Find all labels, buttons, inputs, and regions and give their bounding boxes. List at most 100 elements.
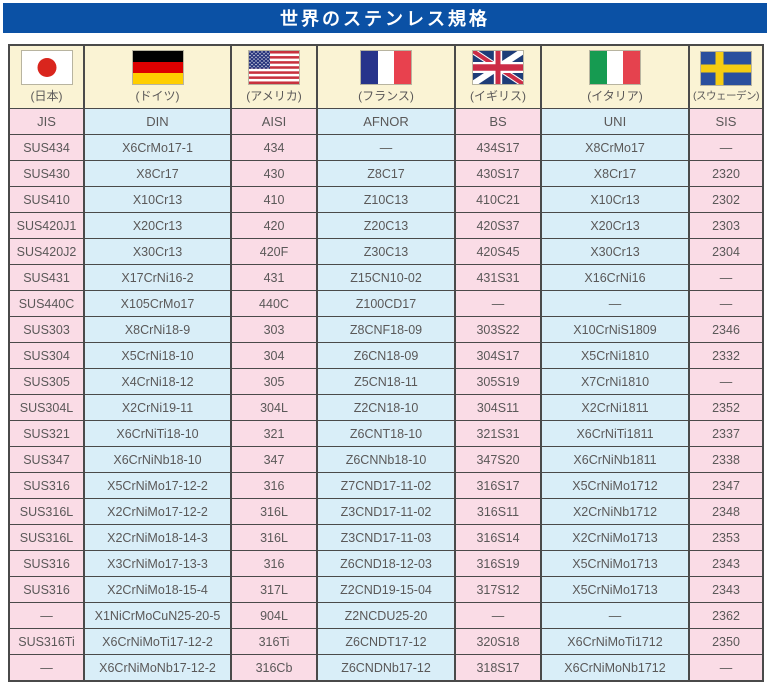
- table-cell: X6CrNiMoTi17-12-2: [83, 628, 232, 655]
- table-cell: X6CrNiNb18-10: [83, 446, 232, 473]
- table-row: SUS304L X2CrNi19-11 304L Z2CN18-10 304S11 X2C…: [8, 394, 764, 421]
- table-cell: X8CrNi18-9: [83, 316, 232, 343]
- table-cell: 321S31: [454, 420, 542, 447]
- table-cell: 305S19: [454, 368, 542, 395]
- table-cell: X6CrNiMoNb17-12-2: [83, 654, 232, 682]
- table-row: SUS316L X2CrNiMo17-12-2 316L Z3CND17-11-02 3…: [8, 498, 764, 525]
- table-cell: 303S22: [454, 316, 542, 343]
- table-cell: 2304: [688, 238, 764, 265]
- table-cell: Z8CNF18-09: [316, 316, 456, 343]
- table-cell: X16CrNi16: [540, 264, 690, 291]
- flag-germany-icon: [132, 50, 183, 84]
- standard-code-row: JIS DIN AISI AFNOR BS UNI SIS: [8, 108, 764, 135]
- country-label: (ドイツ): [135, 88, 180, 103]
- table-cell: SUS304: [8, 342, 85, 369]
- table-cell: Z100CD17: [316, 290, 456, 317]
- table-cell: —: [8, 654, 85, 682]
- table-row: SUS316Ti X6CrNiMoTi17-12-2 316Ti Z6CNDT17-1…: [8, 628, 764, 655]
- table-cell: —: [688, 290, 764, 317]
- table-cell: 2303: [688, 212, 764, 239]
- table-cell: 2332: [688, 342, 764, 369]
- table-cell: 347: [230, 446, 318, 473]
- table-cell: 420S37: [454, 212, 542, 239]
- table-cell: Z2NCDU25-20: [316, 602, 456, 629]
- table-cell: X5CrNiMo17-12-2: [83, 472, 232, 499]
- table-cell: 2348: [688, 498, 764, 525]
- table-row: SUS316 X3CrNiMo17-13-3 316 Z6CND18-12-03 316…: [8, 550, 764, 577]
- table-cell: —: [688, 654, 764, 682]
- table-cell: 431S31: [454, 264, 542, 291]
- table-cell: 2347: [688, 472, 764, 499]
- country-label: (アメリカ): [246, 88, 302, 103]
- table-cell: X8Cr17: [83, 160, 232, 187]
- table-cell: SUS434: [8, 134, 85, 161]
- flag-header-cell: (スウェーデン): [688, 44, 764, 109]
- table-cell: 2338: [688, 446, 764, 473]
- standards-table-body: (日本) (ドイツ) (アメリカ) (フランス) (イギリス) (イタリア) (スウェーデン…: [8, 44, 764, 682]
- table-cell: 317S12: [454, 576, 542, 603]
- table-cell: SUS303: [8, 316, 85, 343]
- table-cell: —: [688, 368, 764, 395]
- table-cell: 316L: [230, 498, 318, 525]
- table-cell: —: [540, 602, 690, 629]
- table-cell: SUS420J1: [8, 212, 85, 239]
- table-cell: X6CrNiTi1811: [540, 420, 690, 447]
- standard-code-header-jis: JIS: [8, 108, 85, 135]
- table-cell: —: [688, 134, 764, 161]
- table-cell: X30Cr13: [83, 238, 232, 265]
- table-cell: SUS440C: [8, 290, 85, 317]
- standard-code-header-din: DIN: [83, 108, 232, 135]
- flag-uk-icon: [473, 50, 523, 84]
- table-cell: SUS316: [8, 472, 85, 499]
- flag-france-icon: [361, 50, 411, 84]
- table-cell: X5CrNi18-10: [83, 342, 232, 369]
- standard-code-header-bs: BS: [454, 108, 542, 135]
- table-cell: 316Ti: [230, 628, 318, 655]
- table-cell: 2352: [688, 394, 764, 421]
- flag-sweden-icon: [701, 51, 751, 85]
- table-cell: Z5CN18-11: [316, 368, 456, 395]
- table-cell: —: [540, 290, 690, 317]
- page-title: 世界のステンレス規格: [3, 3, 767, 33]
- table-row: SUS410 X10Cr13 410 Z10C13 410C21 X10Cr13 2302: [8, 186, 764, 213]
- flag-header-cell: (日本): [8, 44, 85, 109]
- table-cell: X30Cr13: [540, 238, 690, 265]
- table-row: — X6CrNiMoNb17-12-2 316Cb Z6CNDNb17-12 318S1…: [8, 654, 764, 682]
- table-cell: Z7CND17-11-02: [316, 472, 456, 499]
- table-cell: X7CrNi1810: [540, 368, 690, 395]
- standard-code-header-afnor: AFNOR: [316, 108, 456, 135]
- table-cell: 304L: [230, 394, 318, 421]
- table-cell: Z30C13: [316, 238, 456, 265]
- table-cell: X2CrNi1811: [540, 394, 690, 421]
- table-cell: —: [454, 602, 542, 629]
- table-row: SUS305 X4CrNi18-12 305 Z5CN18-11 305S19 X7CrN…: [8, 368, 764, 395]
- table-cell: 2343: [688, 550, 764, 577]
- standards-table: (日本) (ドイツ) (アメリカ) (フランス) (イギリス) (イタリア) (スウェーデン…: [8, 44, 764, 682]
- table-cell: 2353: [688, 524, 764, 551]
- table-cell: X6CrNiNb1811: [540, 446, 690, 473]
- table-cell: X4CrNi18-12: [83, 368, 232, 395]
- flag-header-cell: (イタリア): [540, 44, 690, 109]
- table-cell: X105CrMo17: [83, 290, 232, 317]
- table-cell: Z3CND17-11-03: [316, 524, 456, 551]
- flag-japan-icon: [21, 50, 72, 84]
- table-cell: 316S19: [454, 550, 542, 577]
- table-row: SUS316L X2CrNiMo18-14-3 316L Z3CND17-11-03 3…: [8, 524, 764, 551]
- standard-code-header-aisi: AISI: [230, 108, 318, 135]
- flag-header-cell: (フランス): [316, 44, 456, 109]
- table-cell: 430: [230, 160, 318, 187]
- table-cell: X5CrNiMo1712: [540, 472, 690, 499]
- table-cell: X10CrNiS1809: [540, 316, 690, 343]
- table-cell: SUS410: [8, 186, 85, 213]
- table-cell: 320S18: [454, 628, 542, 655]
- table-row: — X1NiCrMoCuN25-20-5 904L Z2NCDU25-20— —2362: [8, 602, 764, 629]
- table-row: SUS420J2 X30Cr13 420F Z30C13 420S45 X30Cr13 23…: [8, 238, 764, 265]
- table-cell: 316: [230, 472, 318, 499]
- table-cell: X5CrNiMo1713: [540, 576, 690, 603]
- flag-header-cell: (ドイツ): [83, 44, 232, 109]
- table-cell: X10Cr13: [540, 186, 690, 213]
- table-row: SUS420J1 X20Cr13 420 Z20C13 420S37 X20Cr13 230…: [8, 212, 764, 239]
- table-cell: Z3CND17-11-02: [316, 498, 456, 525]
- table-cell: SUS420J2: [8, 238, 85, 265]
- table-cell: X10Cr13: [83, 186, 232, 213]
